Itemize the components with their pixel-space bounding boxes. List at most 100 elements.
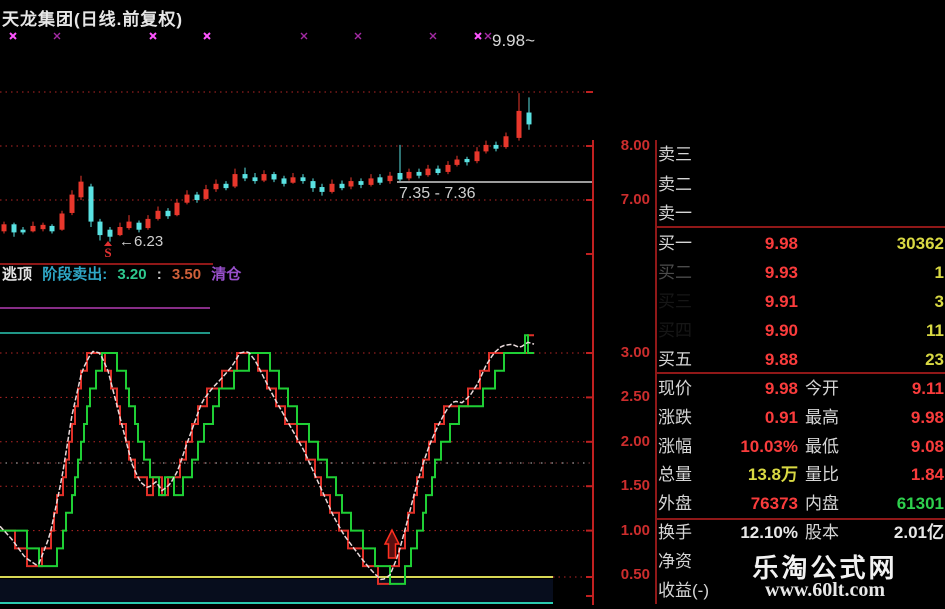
candle-body: [59, 213, 65, 230]
watermark-site-name: 乐淘公式网: [752, 553, 898, 583]
candle-body: [435, 168, 441, 173]
candle-body: [165, 210, 171, 217]
buy-level-row[interactable]: 买一 9.98 30362: [657, 229, 945, 258]
candle-body: [69, 194, 75, 213]
candle-body: [348, 181, 354, 187]
quote-value: 76373: [750, 494, 798, 514]
indicator-ma-line: [0, 341, 535, 581]
quote-value: 2.01亿: [893, 523, 944, 542]
quote-label: 收益(-): [658, 580, 709, 600]
indicator-name: 逃顶: [2, 266, 33, 283]
candle-body: [474, 151, 480, 162]
candle-body: [88, 186, 94, 222]
candle-body: [1, 224, 7, 232]
quote-row: 涨幅 10.03% 最低 9.08: [657, 432, 945, 461]
axis-label: 2.50: [620, 388, 650, 406]
buy-level-row[interactable]: 买三 9.91 3: [657, 287, 945, 316]
candle-body: [526, 112, 532, 125]
quote-label: 最高: [805, 407, 839, 427]
quote-value: 9.98: [910, 407, 944, 427]
quote-label: 换手: [658, 523, 692, 542]
sell-level-label: 卖二: [658, 174, 692, 194]
quote-row: 净资: [657, 547, 945, 576]
bottom-band: [0, 579, 553, 602]
quote-row: 外盘 76373 内盘 61301: [657, 489, 945, 518]
candle-body: [290, 177, 296, 183]
quote-value: 9.98: [764, 379, 798, 398]
quote-value: 13.8万: [747, 465, 798, 485]
candle-body: [107, 229, 113, 237]
quote-label: 现价: [658, 379, 692, 398]
candle-body: [40, 224, 46, 230]
quote-row: 总量 13.8万 量比 1.84: [657, 460, 945, 489]
buy-level-label: 买一: [658, 234, 692, 253]
candle-body: [368, 178, 374, 185]
sell-signal-marker: S: [100, 241, 116, 259]
candle-body: [223, 183, 229, 189]
candle-body: [184, 194, 190, 203]
quote-label: 股本: [805, 523, 839, 542]
buy-level-price: 9.90: [764, 321, 798, 340]
quote-value: 1.84: [910, 465, 944, 485]
candle-body: [155, 210, 161, 219]
signal-x-icon: [203, 32, 211, 40]
indicator-param-label: 阶段卖出:: [42, 266, 108, 283]
candle-body: [483, 144, 489, 152]
candle-body: [319, 187, 325, 192]
quote-label: 最低: [805, 436, 839, 456]
signal-x-icon: [149, 32, 157, 40]
buy-level-row[interactable]: 买二 9.93 1: [657, 258, 945, 287]
buy-level-row[interactable]: 买五 9.88 23: [657, 345, 945, 374]
buy-level-volume: 11: [926, 321, 944, 340]
axis-label: 2.00: [620, 432, 650, 450]
candle-body: [516, 110, 522, 138]
candle-body: [145, 218, 151, 229]
candle-body: [425, 168, 431, 176]
sell-level-label: 卖一: [658, 204, 692, 223]
buy-arrow-icon: [383, 528, 401, 559]
buy-level-volume: 1: [934, 263, 944, 282]
sell-level-label: 卖三: [658, 145, 692, 164]
sell-level-row[interactable]: 卖二: [657, 170, 945, 199]
indicator-clear-label: 清仓: [211, 266, 242, 283]
signal-x-icon: [300, 32, 308, 40]
buy-level-label: 买五: [658, 350, 692, 369]
quote-value: 10.03%: [740, 436, 798, 456]
quote-label: 涨幅: [658, 436, 692, 456]
signal-x-icon: [474, 32, 482, 40]
quote-row: 涨跌 0.91 最高 9.98: [657, 403, 945, 432]
indicator-red-step-line: [0, 334, 534, 585]
buy-level-label: 买四: [658, 321, 692, 340]
candle-body: [454, 159, 460, 165]
axis-label: 1.50: [620, 477, 650, 495]
quote-label: 内盘: [805, 494, 839, 514]
watermark-site-url: www.60lt.com: [765, 579, 885, 601]
candle-body: [406, 171, 412, 179]
candle-body: [174, 202, 180, 216]
quote-value: 9.11: [911, 379, 944, 398]
candle-body: [339, 183, 345, 189]
candle-body: [377, 177, 383, 183]
candle-body: [20, 229, 26, 233]
buy-level-volume: 3: [934, 292, 944, 311]
sell-level-row[interactable]: 卖一: [657, 199, 945, 228]
buy-level-volume: 30362: [896, 234, 944, 253]
buy-level-price: 9.93: [764, 263, 798, 282]
buy-level-volume: 23: [925, 350, 944, 369]
candle-body: [252, 177, 258, 182]
signal-x-icon: [429, 32, 437, 40]
candle-body: [503, 136, 509, 148]
sell-level-row[interactable]: 卖三: [657, 140, 945, 169]
indicator-green-step-line: [0, 334, 534, 585]
buy-level-row[interactable]: 买四 9.90 11: [657, 316, 945, 345]
quote-label: 今开: [805, 379, 839, 398]
candle-body: [126, 221, 132, 229]
quote-label: 外盘: [658, 494, 692, 514]
signal-x-icon: [53, 32, 61, 40]
candle-body: [329, 183, 335, 192]
indicator-param-value-1: 3.20: [117, 266, 147, 283]
quote-label: 净资: [658, 551, 692, 571]
candle-body: [271, 174, 277, 180]
